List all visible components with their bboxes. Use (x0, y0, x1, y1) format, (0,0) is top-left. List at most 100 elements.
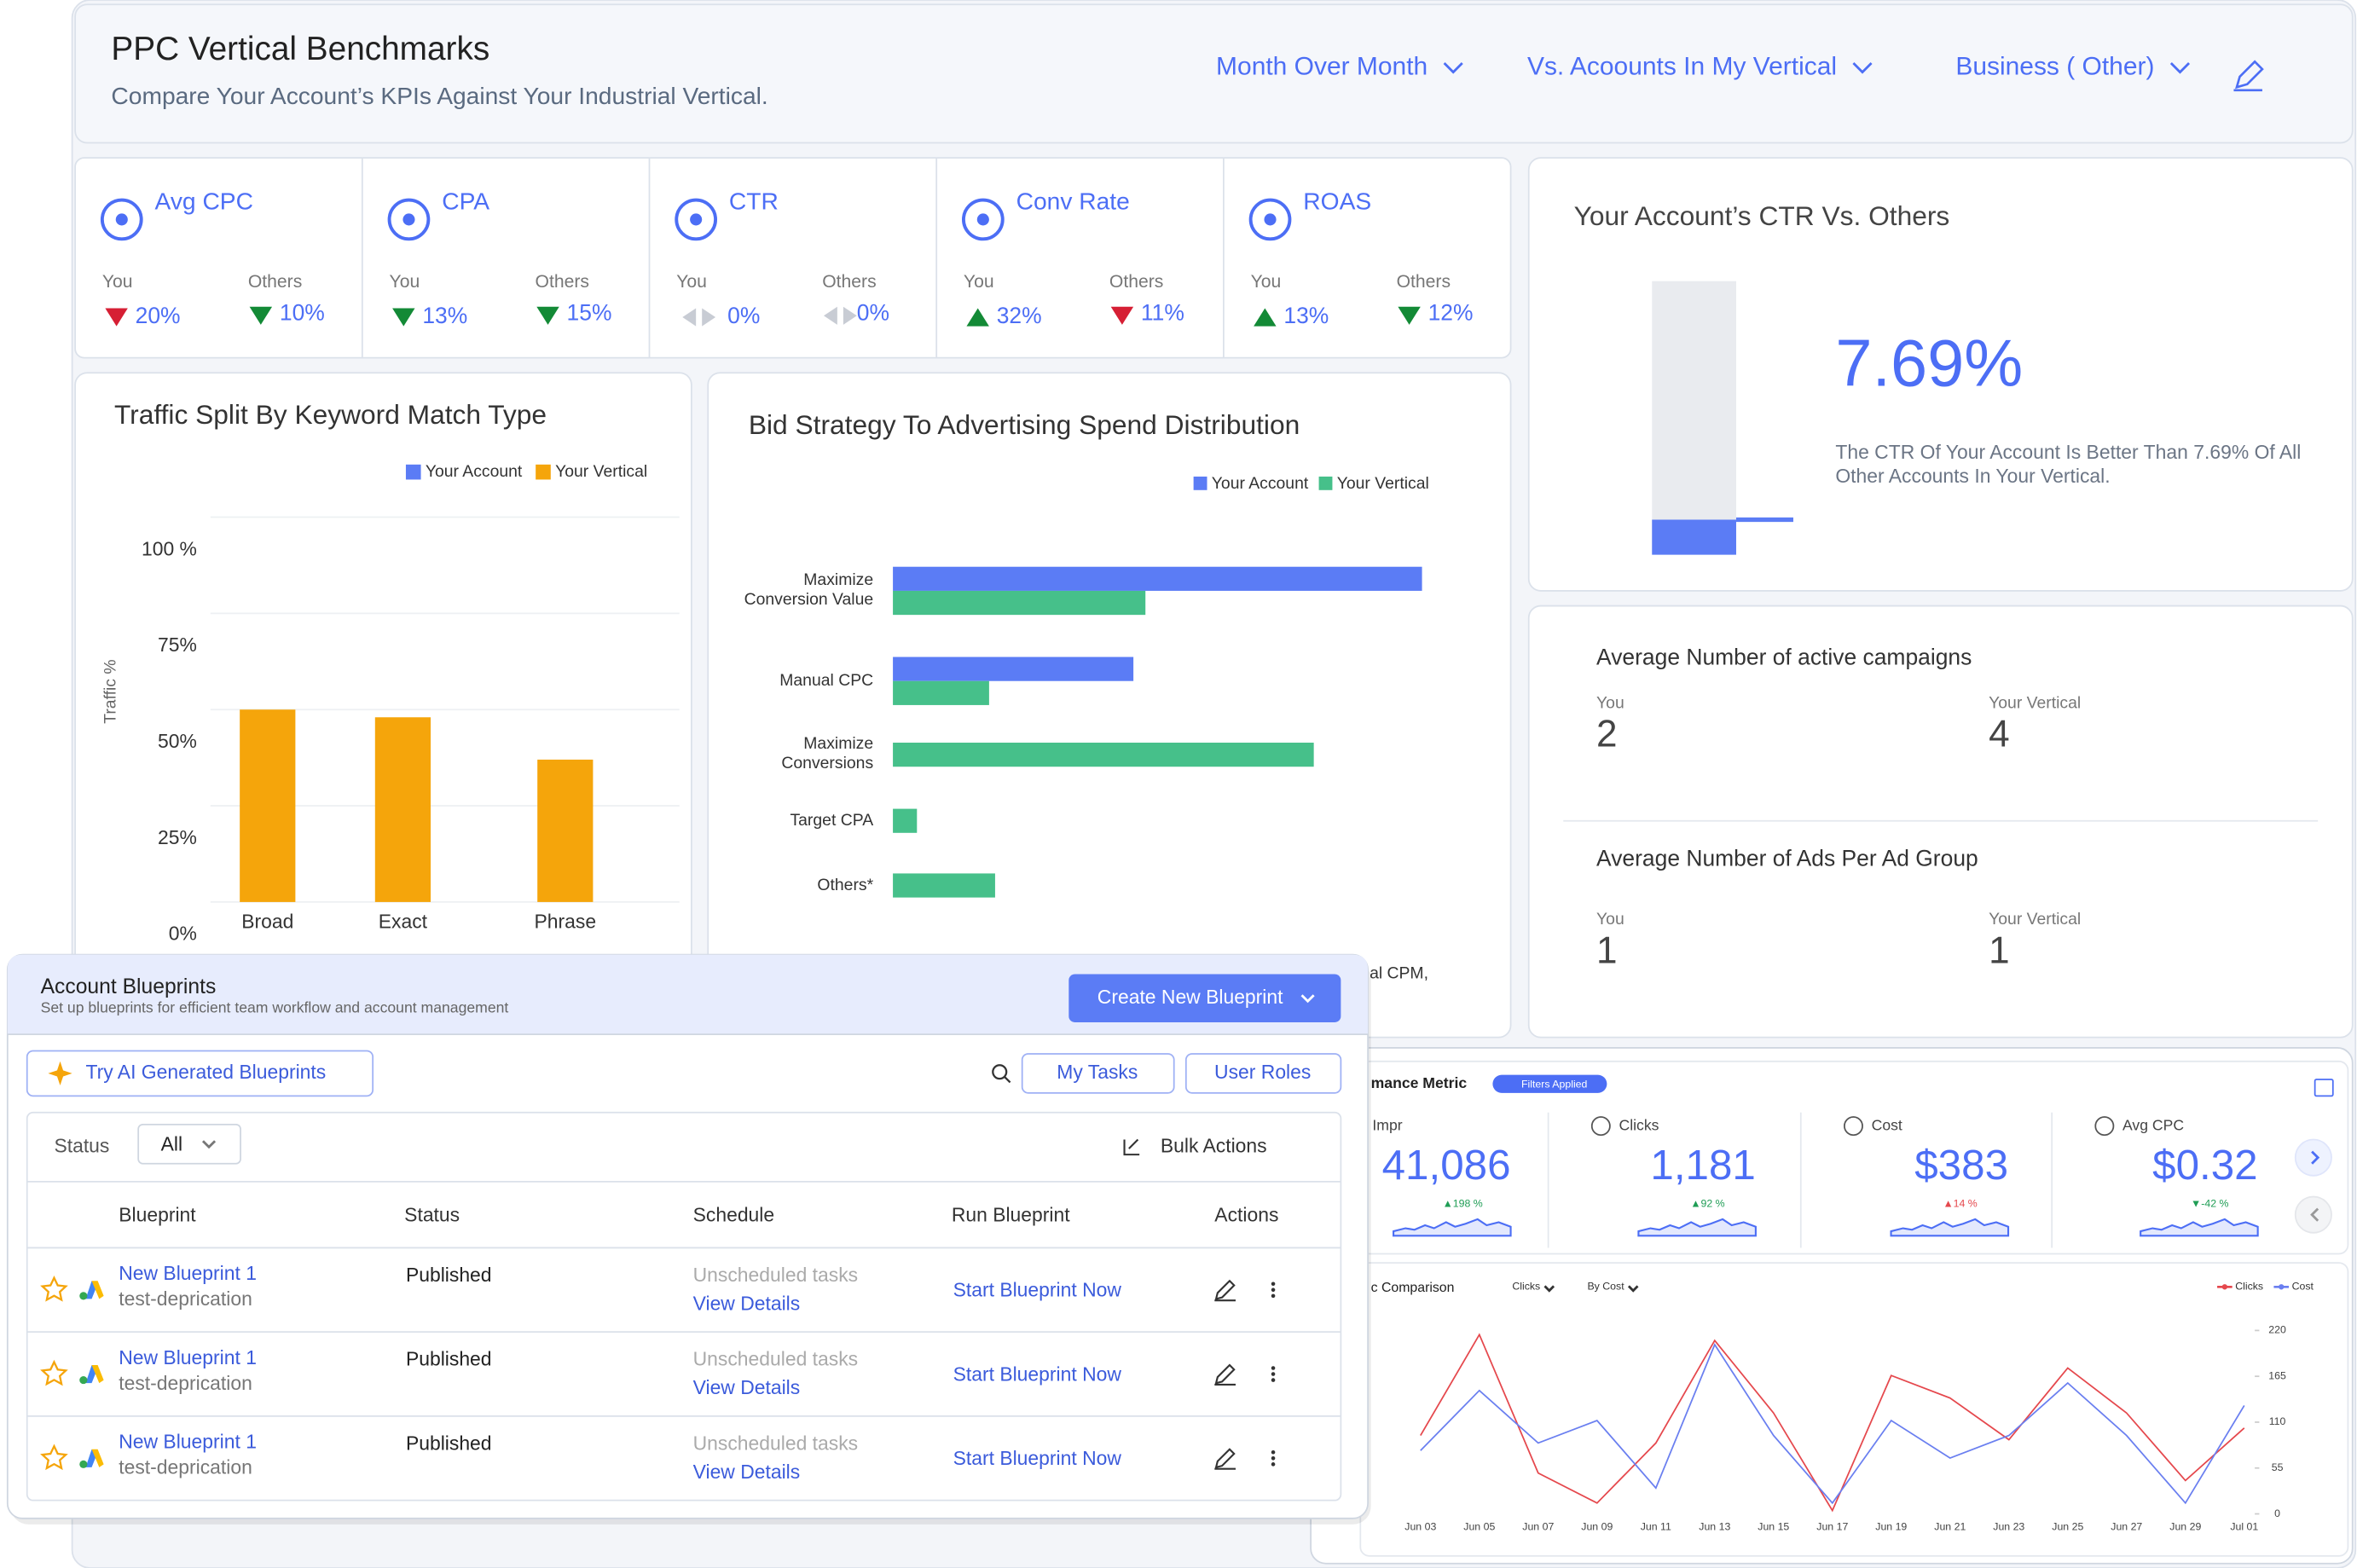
stat-you: 1 (1596, 929, 1618, 971)
legend-label: Your Vertical (555, 462, 647, 481)
nav-next[interactable] (2294, 1138, 2332, 1177)
create-button[interactable] (1068, 974, 1341, 1022)
kpi-icon-dot (976, 213, 989, 226)
kpi-label: Avg CPC (155, 187, 253, 214)
legend-swatch (1318, 476, 1333, 490)
ctr-description: The CTR Of Your Account Is Better Than 7… (1835, 440, 2302, 488)
filter-dropdown[interactable]: Vs. Acoounts In My Vertical (1527, 52, 1837, 80)
kpi-icon (100, 198, 143, 241)
panel-title: Account Blueprints (41, 975, 217, 998)
bar (893, 566, 1422, 591)
legend-swatch (536, 464, 551, 480)
y-axis-label: Traffic % (101, 659, 120, 723)
blueprint-name[interactable]: New Blueprint 1 (119, 1346, 257, 1368)
filter-dropdown[interactable]: Business ( Other) (1955, 52, 2154, 80)
blueprint-name[interactable]: New Blueprint 1 (119, 1262, 257, 1284)
edit-action[interactable] (1214, 1448, 1236, 1470)
bar (893, 743, 1314, 767)
trend-arrow (966, 308, 989, 327)
metric-value: 1,181 (1650, 1142, 1756, 1189)
more-action[interactable] (1271, 1455, 1276, 1461)
bar (893, 590, 1146, 616)
y-category-label-box: Others* (817, 876, 873, 894)
tasks-button[interactable] (1021, 1053, 1175, 1094)
more-action[interactable] (1271, 1287, 1276, 1293)
kpi-icon-dot (1264, 213, 1277, 226)
others-label: Others (822, 272, 876, 292)
edit-action[interactable] (1214, 1363, 1236, 1386)
blueprint-name[interactable]: New Blueprint 1 (119, 1431, 257, 1453)
metric-icon (1590, 1116, 1611, 1137)
kpi-icon (675, 198, 718, 241)
you-label: You (390, 272, 420, 292)
run-link[interactable]: Start Blueprint Now (953, 1447, 1122, 1469)
run-link[interactable]: Start Blueprint Now (953, 1279, 1122, 1301)
chart-control[interactable]: Clicks (1512, 1281, 1540, 1293)
x-tick-label: Jun 27 (2111, 1521, 2142, 1533)
x-tick-label: Phrase (535, 911, 597, 933)
x-tick-label: Jun 07 (1522, 1521, 1554, 1533)
ads-icon-yellow (91, 1449, 104, 1467)
stat-title: Average Number of Ads Per Ad Group (1596, 846, 1978, 871)
blueprint-account: test-deprication (119, 1372, 252, 1394)
edit-icon[interactable] (2233, 60, 2264, 92)
y-tick-label: 25% (158, 826, 197, 848)
ai-button[interactable] (26, 1050, 374, 1097)
kpi-you-value: 13% (422, 303, 467, 328)
ctr-description-box: The CTR Of Your Account Is Better Than 7… (1835, 440, 2302, 488)
sparkline (2140, 1218, 2259, 1237)
line-series (1420, 1343, 2245, 1505)
more-action[interactable] (1271, 1366, 1276, 1370)
more-action[interactable] (1271, 1378, 1276, 1382)
y-tick-label: 0% (169, 923, 197, 945)
filter-dropdown[interactable]: Month Over Month (1216, 52, 1428, 80)
schedule-link[interactable]: View Details (693, 1292, 801, 1314)
stat-vertical: 1 (1989, 929, 2010, 971)
more-action[interactable] (1271, 1282, 1276, 1287)
schedule-link[interactable]: View Details (693, 1461, 801, 1483)
chart-control[interactable]: By Cost (1587, 1281, 1624, 1293)
more-action[interactable] (1271, 1462, 1276, 1467)
blueprint-schedule: Unscheduled tasks (693, 1432, 859, 1454)
kpi-others-value: 10% (280, 299, 325, 325)
edit-action[interactable] (1214, 1279, 1236, 1302)
more-action[interactable] (1271, 1372, 1276, 1376)
star-icon[interactable] (40, 1444, 68, 1471)
panel-title: mance Metric (1371, 1074, 1468, 1091)
trend-arrow (823, 306, 857, 325)
status-value: All (161, 1133, 182, 1155)
trend-arrow (249, 306, 273, 325)
more-action[interactable] (1271, 1293, 1276, 1299)
run-link[interactable]: Start Blueprint Now (953, 1363, 1122, 1385)
stat-vertical: 4 (1989, 714, 2010, 755)
x-tick-label: Jun 17 (1816, 1521, 1848, 1533)
bulk-actions[interactable]: Bulk Actions (1161, 1134, 1267, 1156)
star-icon[interactable] (40, 1359, 68, 1386)
others-label: Others (1109, 272, 1163, 292)
search-icon[interactable] (992, 1064, 1008, 1080)
you-label: You (1251, 272, 1282, 292)
x-tick-label: Jun 13 (1699, 1521, 1730, 1533)
kpi-others-value: 11% (1141, 299, 1184, 325)
more-action[interactable] (1271, 1449, 1276, 1455)
blueprint-status: Published (406, 1432, 492, 1454)
kpi-you-value: 20% (136, 303, 181, 328)
schedule-link[interactable]: View Details (693, 1376, 801, 1398)
blueprint-status: Published (406, 1348, 492, 1370)
you-label: You (102, 272, 133, 292)
tasks-button-label: My Tasks (1057, 1061, 1138, 1083)
roles-button[interactable] (1184, 1053, 1342, 1094)
status-select[interactable] (137, 1123, 241, 1165)
legend-label: Clicks (2235, 1281, 2263, 1293)
ads-icon-yellow (91, 1281, 104, 1299)
chevron (1443, 62, 1463, 74)
filter-badge (1492, 1074, 1607, 1093)
layout-icon (2314, 1079, 2334, 1097)
x-tick-label: Jun 25 (2052, 1521, 2083, 1533)
star-icon[interactable] (40, 1276, 68, 1302)
y-tick-label: 110 (2269, 1415, 2286, 1427)
ads-icon-yellow (91, 1364, 104, 1384)
you-label: You (676, 272, 707, 292)
x-tick-label: Jun 19 (1875, 1521, 1907, 1533)
bar (893, 680, 989, 705)
